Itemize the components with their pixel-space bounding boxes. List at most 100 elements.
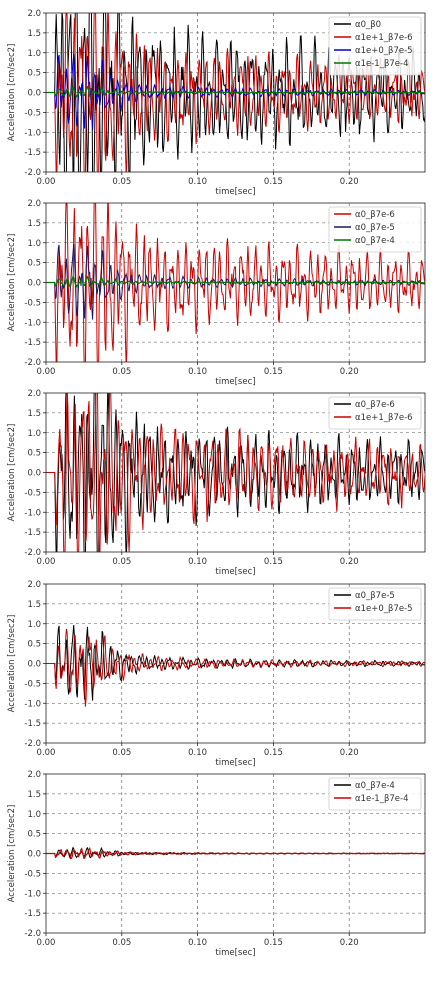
legend: α0_β7e-5 α1e+0_β7e-5 — [328, 587, 422, 621]
y-tick-label: 0.5 — [27, 259, 41, 269]
y-tick-label: -0.5 — [24, 679, 41, 689]
y-tick-label: 2.0 — [27, 770, 41, 780]
x-tick-label: 0.10 — [188, 557, 207, 567]
x-tick-label: 0.20 — [340, 177, 359, 187]
legend-entry: α1e+1_β7e-6 — [355, 413, 413, 423]
x-tick-label: 0.00 — [37, 748, 56, 758]
series-line-1 — [46, 203, 425, 362]
y-tick-label: 1.0 — [27, 620, 41, 630]
y-tick-label: 0.5 — [27, 640, 41, 650]
y-axis-label: Acceleration [cm/sec2] — [7, 805, 17, 903]
subplot-4: 0.00 0.05 0.10 0.15 0.20 2.0 1.5 1.0 0.5 0.0 -0.5 -… — [7, 580, 426, 768]
y-tick-label: -1.0 — [24, 128, 41, 138]
y-axis-label: Acceleration [cm/sec2] — [7, 44, 17, 142]
y-tick-label: -1.5 — [24, 528, 41, 538]
x-tick-label: 0.10 — [188, 177, 207, 187]
x-tick-label: 0.15 — [264, 938, 283, 948]
y-tick-label: 1.5 — [27, 600, 41, 610]
legend: α0_β7e-6 α1e+1_β7e-6 — [328, 396, 422, 430]
y-tick-label: 1.0 — [27, 810, 41, 820]
y-tick-label: -1.5 — [24, 338, 41, 348]
series-line-2 — [46, 846, 425, 860]
series-line-2 — [46, 243, 425, 320]
x-tick-label: 0.10 — [188, 938, 207, 948]
legend-entry: α0_β0 — [355, 20, 381, 30]
legend-box — [328, 587, 422, 621]
series-line-3 — [46, 275, 425, 289]
y-tick-label: 0.0 — [27, 850, 41, 860]
x-tick-label: 0.20 — [340, 557, 359, 567]
x-tick-label: 0.00 — [37, 367, 56, 377]
x-tick-label: 0.00 — [37, 938, 56, 948]
y-tick-label: 1.0 — [27, 239, 41, 249]
y-tick-label: -1.0 — [24, 318, 41, 328]
y-tick-label: 0.0 — [27, 89, 41, 99]
x-tick-label: 0.00 — [37, 177, 56, 187]
y-tick-label: 0.0 — [27, 660, 41, 670]
y-tick-label: 2.0 — [27, 389, 41, 399]
y-tick-label: -0.5 — [24, 869, 41, 879]
y-tick-label: 1.5 — [27, 790, 41, 800]
x-tick-label: 0.00 — [37, 557, 56, 567]
y-tick-label: -1.5 — [24, 719, 41, 729]
legend-entry: α0_β7e-5 — [355, 223, 395, 233]
x-axis-label: time[sec] — [215, 187, 255, 197]
x-tick-label: 0.05 — [112, 938, 131, 948]
y-tick-label: 1.5 — [27, 409, 41, 419]
series-line-1 — [46, 624, 425, 701]
series-group — [46, 393, 425, 552]
y-tick-label: -1.5 — [24, 909, 41, 919]
x-tick-label: 0.10 — [188, 367, 207, 377]
series-group — [46, 624, 425, 707]
y-tick-label: 1.0 — [27, 49, 41, 59]
y-tick-label: -2.0 — [24, 358, 41, 368]
subplot-1: 0.00 0.05 0.10 0.15 0.20 2.0 1.5 1.0 0.5 0.0 -0.5 -… — [7, 9, 426, 197]
legend-box — [328, 777, 422, 811]
subplot-5: 0.00 0.05 0.10 0.15 0.20 2.0 1.5 1.0 0.5 0.0 -0.5 -… — [7, 770, 426, 958]
y-tick-label: 2.0 — [27, 580, 41, 590]
y-tick-label: 0.0 — [27, 469, 41, 479]
y-tick-label: 0.5 — [27, 449, 41, 459]
series-line-2 — [46, 13, 425, 172]
legend-entry: α0_β7e-5 — [355, 591, 395, 601]
y-tick-label: -1.5 — [24, 148, 41, 158]
x-tick-label: 0.20 — [340, 748, 359, 758]
series-group — [46, 203, 425, 362]
y-tick-label: 0.5 — [27, 69, 41, 79]
legend-entry: α1e+0_β7e-5 — [355, 46, 413, 56]
x-tick-label: 0.15 — [264, 367, 283, 377]
x-tick-label: 0.15 — [264, 748, 283, 758]
x-tick-label: 0.20 — [340, 367, 359, 377]
y-axis-label: Acceleration [cm/sec2] — [7, 615, 17, 713]
series-group — [46, 846, 425, 860]
y-tick-label: -1.0 — [24, 699, 41, 709]
x-axis-label: time[sec] — [215, 377, 255, 387]
y-tick-label: 2.0 — [27, 199, 41, 209]
series-line-2 — [46, 628, 425, 707]
y-tick-label: 1.0 — [27, 429, 41, 439]
x-tick-label: 0.15 — [264, 557, 283, 567]
y-tick-label: 2.0 — [27, 9, 41, 19]
x-tick-label: 0.05 — [112, 557, 131, 567]
legend-box — [328, 396, 422, 430]
series-line-3 — [46, 53, 425, 130]
x-tick-label: 0.05 — [112, 748, 131, 758]
series-line-1 — [46, 846, 425, 860]
y-axis-label: Acceleration [cm/sec2] — [7, 234, 17, 332]
legend-box — [328, 16, 422, 76]
y-tick-label: -0.5 — [24, 488, 41, 498]
x-tick-label: 0.10 — [188, 748, 207, 758]
y-tick-label: 1.5 — [27, 219, 41, 229]
subplot-2: 0.00 0.05 0.10 0.15 0.20 2.0 1.5 1.0 0.5 0.0 -0.5 -… — [7, 199, 426, 387]
legend: α0_β7e-4 α1e-1_β7e-4 — [328, 777, 422, 811]
legend-entry: α0_β7e-6 — [355, 210, 395, 220]
x-tick-label: 0.15 — [264, 177, 283, 187]
y-tick-label: -0.5 — [24, 298, 41, 308]
x-tick-label: 0.05 — [112, 367, 131, 377]
y-tick-label: -2.0 — [24, 548, 41, 558]
series-line-4 — [46, 85, 425, 99]
legend-entry: α1e+0_β7e-5 — [355, 604, 413, 614]
y-tick-label: -0.5 — [24, 108, 41, 118]
x-axis-label: time[sec] — [215, 758, 255, 768]
legend-entry: α0_β7e-4 — [355, 236, 395, 246]
